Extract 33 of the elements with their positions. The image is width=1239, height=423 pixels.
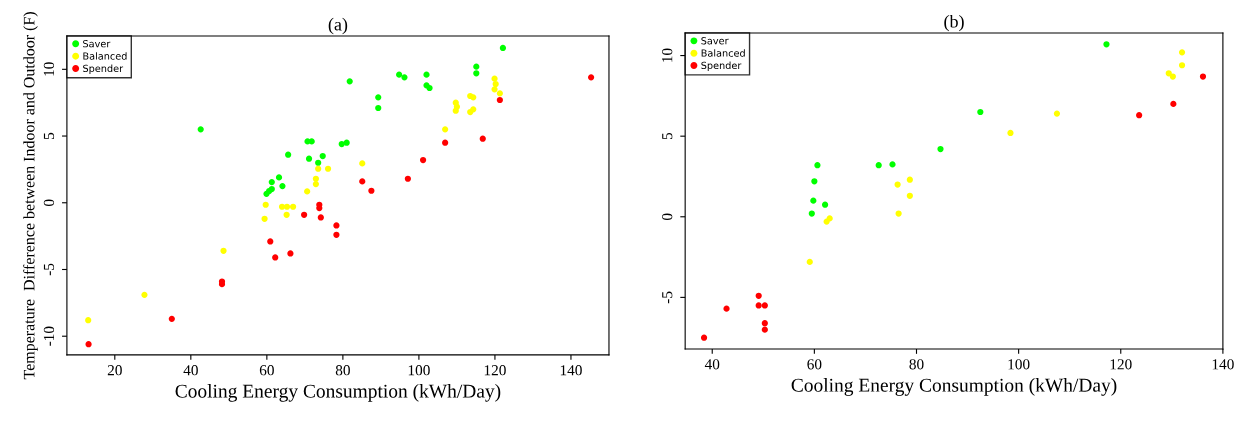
x-tick-label: 40 [704,359,720,370]
x-tick-label: 60 [259,365,274,376]
x-tick-label: 120 [484,365,506,376]
x-axis-title: Cooling Energy Consumption (kWh/Day) [791,378,1117,396]
legend-label: Saver [701,37,729,45]
y-tick-label: 0 [43,199,55,206]
y-tick-label: -10 [43,326,55,346]
x-tick-label: 80 [335,365,350,376]
x-tick-label: 80 [909,359,924,370]
y-tick-label: 10 [662,48,673,62]
x-tick-label: 100 [408,365,430,376]
x-axis-title: Cooling Energy Consumption (kWh/Day) [175,384,501,402]
legend-label: Balanced [701,49,745,57]
x-tick-label: 60 [807,359,822,370]
y-tick-label: 5 [43,132,55,139]
legend-label: Spender [83,64,124,74]
chart-title: (a) [328,17,348,35]
x-tick-label: 20 [107,365,122,376]
legend-label: Balanced [83,52,127,60]
y-tick-label: 0 [662,213,673,221]
chart-title: (b) [944,14,964,32]
x-tick-label: 40 [183,365,198,376]
y-tick-label: 10 [43,62,55,76]
legend-label: Spender [701,61,742,71]
y-tick-label: -5 [662,291,673,304]
x-tick-label: 100 [1008,359,1030,370]
y-axis-title: Temperature Difference between Indoor and Outdoor (F) [23,12,38,380]
y-tick-label: 5 [662,132,673,140]
x-tick-label: 140 [560,365,582,376]
x-tick-label: 140 [1212,359,1234,370]
y-tick-label: -5 [43,263,55,276]
legend-label: Saver [83,40,111,48]
x-tick-label: 120 [1110,359,1132,370]
